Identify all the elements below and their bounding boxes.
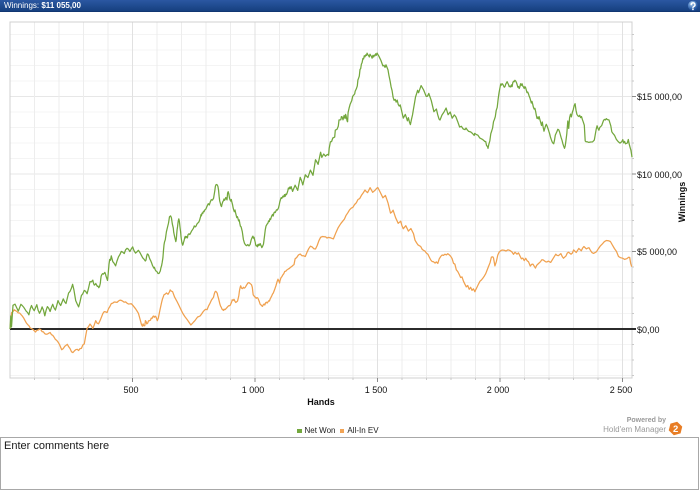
svg-text:2: 2 (673, 424, 678, 435)
